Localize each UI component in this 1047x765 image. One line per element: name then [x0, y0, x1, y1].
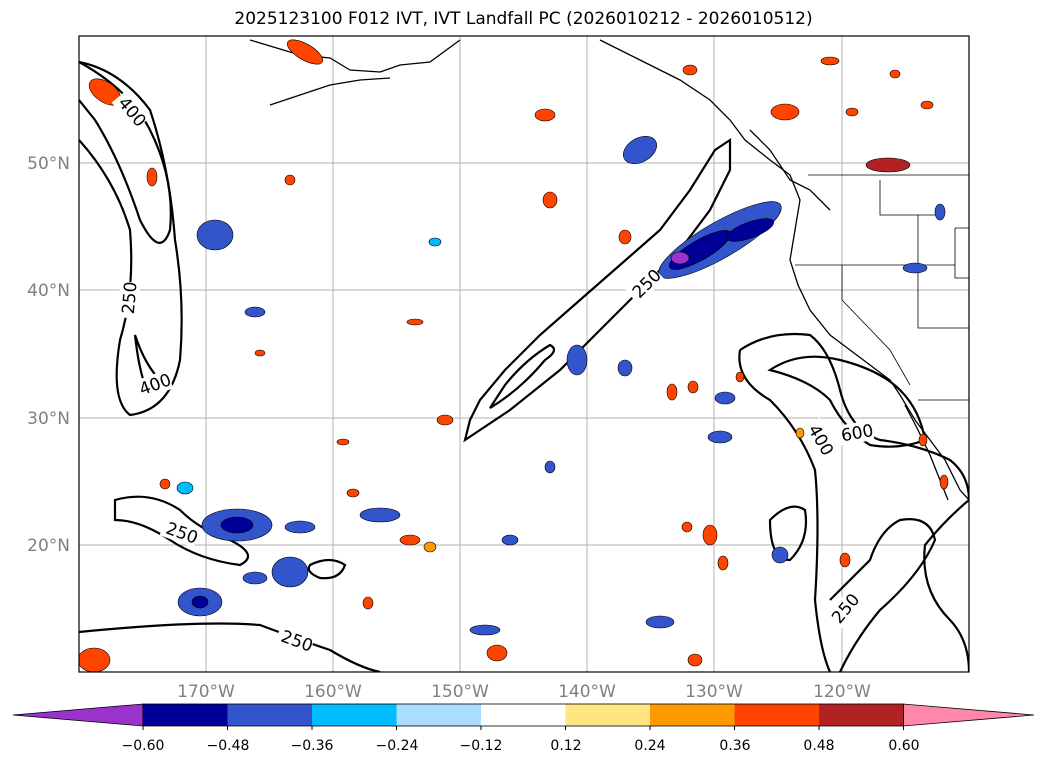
colorbar-labels: −0.60 −0.48 −0.36 −0.24 −0.12 0.12 0.24 …: [122, 738, 920, 754]
colorbar-tick-label: −0.12: [460, 738, 503, 754]
colorbar-tick-label: −0.24: [376, 738, 419, 754]
map-area: [79, 36, 969, 672]
gridlines: [79, 36, 969, 672]
colorbar-frame: [142, 703, 904, 727]
lat-label: 50°N: [27, 154, 70, 174]
contour-labels: 400 250 400 250 250 250 400 600 250: [111, 89, 875, 657]
colorbar-segment: [481, 704, 566, 726]
colorbar-segment: [312, 704, 397, 726]
map-title: 2025123100 F012 IVT, IVT Landfall PC (20…: [234, 9, 813, 29]
colorbar-tick-label: 0.36: [719, 738, 750, 754]
colorbar-segment: [734, 704, 820, 726]
colorbar-tick-label: 0.12: [550, 738, 581, 754]
colorbar: [12, 703, 1035, 730]
lon-label: 140°W: [558, 682, 616, 702]
lon-label: 150°W: [431, 682, 489, 702]
lon-label: 170°W: [177, 682, 235, 702]
colorbar-extend-min: [12, 703, 144, 727]
longitude-labels: 170°W 160°W 150°W 140°W 130°W 120°W: [177, 682, 871, 702]
colorbar-segment: [650, 704, 735, 726]
lon-label: 120°W: [813, 682, 871, 702]
lon-label: 130°W: [685, 682, 743, 702]
state-borders: [795, 174, 969, 401]
colorbar-segment: [396, 704, 482, 726]
lat-label: 20°N: [27, 536, 70, 556]
colorbar-segment: [227, 704, 313, 726]
colorbar-tick-label: 0.60: [888, 738, 919, 754]
colorbar-extend-max: [903, 703, 1035, 727]
pc-positive-features: [79, 39, 949, 672]
colorbar-segment: [565, 704, 651, 726]
map-border: [78, 35, 970, 673]
colorbar-tick-label: 0.24: [634, 738, 665, 754]
colorbar-segment: [143, 704, 228, 726]
colorbar-tick-label: −0.36: [291, 738, 334, 754]
lat-label: 30°N: [27, 409, 70, 429]
lon-label: 160°W: [304, 682, 362, 702]
colorbar-tick-label: −0.48: [207, 738, 250, 754]
latitude-labels: 50°N 40°N 30°N 20°N: [27, 154, 70, 556]
colorbar-tick-label: −0.60: [122, 738, 165, 754]
lat-label: 40°N: [27, 281, 70, 301]
contour-label: 250: [119, 281, 142, 315]
colorbar-segment: [819, 704, 904, 726]
colorbar-tick-label: 0.48: [803, 738, 834, 754]
